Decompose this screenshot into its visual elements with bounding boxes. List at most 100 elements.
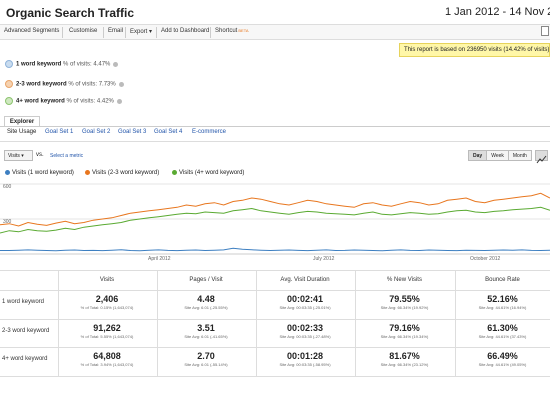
legend-label: Visits (1 word keyword) xyxy=(12,170,74,177)
add-to-dashboard-button[interactable]: Add to Dashboard xyxy=(161,28,210,34)
metric-select[interactable]: Visits ▾ xyxy=(4,150,33,161)
column-header[interactable]: Pages / Visit xyxy=(189,277,223,283)
segment-name: 4+ word keyword xyxy=(16,98,65,105)
column-divider xyxy=(256,270,257,376)
subtab-divider xyxy=(0,141,550,142)
export-button[interactable]: Export ▾ xyxy=(130,29,153,35)
metric-value: 81.67% xyxy=(389,351,420,361)
period-day-button[interactable]: Day xyxy=(469,151,488,160)
subtab-site-usage[interactable]: Site Usage xyxy=(7,129,37,135)
period-month-button[interactable]: Month xyxy=(508,151,531,160)
segment-pct: % of visits: 7.73% xyxy=(68,81,116,88)
metric-value: 79.55% xyxy=(389,294,420,304)
metric-value: 61.30% xyxy=(487,323,518,333)
metric-cell: 81.67% Site Avg: 66.34% (23.12%) xyxy=(355,351,454,367)
legend-label: Visits (4+ word keyword) xyxy=(179,170,245,177)
metric-value: 2,406 xyxy=(95,294,119,304)
page-title: Organic Search Traffic xyxy=(6,6,135,20)
subtab-goal-set-4[interactable]: Goal Set 4 xyxy=(154,129,183,135)
x-tick-label: July 2012 xyxy=(313,256,335,262)
table-header-row: Visits Pages / Visit Avg. Visit Duration % … xyxy=(0,270,550,290)
legend-dot xyxy=(5,170,10,175)
metric-cell: 64,808% of Total: 3.94% (1,643,074) xyxy=(58,351,156,367)
checkbox-icon[interactable] xyxy=(541,26,549,36)
toolbar-divider xyxy=(156,27,157,38)
segment-pct: % of visits: 4.42% xyxy=(66,98,114,105)
metric-value: 00:01:28 xyxy=(286,351,324,361)
metric-comparison: Site Avg: 44.61% (49.05%) xyxy=(478,362,527,367)
table-divider xyxy=(0,270,550,271)
info-icon[interactable] xyxy=(118,81,124,87)
report-toolbar: Advanced Segments Customise Email Export… xyxy=(0,24,550,40)
column-header[interactable]: Bounce Rate xyxy=(485,277,520,283)
segment-2-3-word[interactable]: 2-3 word keyword % of visits: 7.73% xyxy=(5,80,124,92)
legend-dot xyxy=(85,170,90,175)
metric-value: 52.16% xyxy=(487,294,518,304)
period-week-button[interactable]: Week xyxy=(487,151,509,160)
table-row: 1 word keyword 2,406% of Total: 0.15% (1,… xyxy=(0,290,550,318)
metric-comparison: Site Avg: 00:03:35 (-27.48%) xyxy=(279,334,331,339)
subtab-goal-set-3[interactable]: Goal Set 3 xyxy=(118,129,147,135)
advanced-segments-button[interactable]: Advanced Segments xyxy=(4,28,60,34)
column-divider xyxy=(157,270,158,376)
metric-cell: 79.16% Site Avg: 66.34% (19.34%) xyxy=(355,323,454,339)
segment-pct: % of visits: 4.47% xyxy=(63,61,111,68)
metric-cell: 00:02:33 Site Avg: 00:03:35 (-27.48%) xyxy=(256,323,354,339)
subtab-ecommerce[interactable]: E-commerce xyxy=(192,129,227,135)
segment-name: 2-3 word keyword xyxy=(16,81,67,88)
info-icon[interactable] xyxy=(116,98,122,104)
segment-color-dot xyxy=(5,60,13,68)
select-metric-link[interactable]: Select a metric xyxy=(50,153,84,159)
metric-cell: 79.55% Site Avg: 66.34% (19.92%) xyxy=(355,294,454,310)
column-divider xyxy=(355,270,356,376)
subtab-goal-set-1[interactable]: Goal Set 1 xyxy=(45,129,74,135)
metric-comparison: Site Avg: 44.61% (16.94%) xyxy=(478,305,527,310)
metric-value: 2.70 xyxy=(197,351,215,361)
metric-cell: 52.16% Site Avg: 44.61% (16.94%) xyxy=(455,294,550,310)
beta-badge: BETA xyxy=(238,28,249,33)
metric-comparison: % of Total: 0.15% (1,643,074) xyxy=(80,305,134,310)
subtab-goal-set-2[interactable]: Goal Set 2 xyxy=(82,129,111,135)
shortcut-button[interactable]: ShortcutBETA xyxy=(215,28,249,34)
toolbar-divider xyxy=(125,27,126,38)
table-row: 2-3 word keyword 91,262% of Total: 5.55% … xyxy=(0,319,550,347)
date-range-picker[interactable]: 1 Jan 2012 - 14 Nov 2012 xyxy=(445,6,550,18)
metric-comparison: Site Avg: 00:03:35 (-25.01%) xyxy=(279,305,331,310)
toolbar-divider xyxy=(210,27,211,38)
row-label: 2-3 word keyword xyxy=(2,328,50,334)
metric-cell: 4.48 Site Avg: 6.01 (-25.55%) xyxy=(157,294,255,310)
toolbar-divider xyxy=(62,27,63,38)
metric-comparison: Site Avg: 6.01 (-41.65%) xyxy=(184,334,228,339)
metric-value: 91,262 xyxy=(93,323,121,333)
table-divider xyxy=(0,290,550,291)
shortcut-label: Shortcut xyxy=(215,28,238,34)
series-line-2 xyxy=(0,192,550,227)
metric-value: 00:02:41 xyxy=(286,294,324,304)
info-icon[interactable] xyxy=(113,61,119,67)
email-button[interactable]: Email xyxy=(108,28,124,34)
metric-comparison: Site Avg: 6.01 (-55.14%) xyxy=(184,362,228,367)
line-chart-icon[interactable] xyxy=(535,150,548,164)
legend-item-1-word: Visits (1 word keyword) xyxy=(5,170,74,176)
metric-value: 66.49% xyxy=(487,351,518,361)
customise-button[interactable]: Customise xyxy=(69,28,98,34)
metric-cell: 61.30% Site Avg: 44.61% (37.43%) xyxy=(455,323,550,339)
segment-1-word[interactable]: 1 word keyword % of visits: 4.47% xyxy=(5,60,119,72)
metric-cell: 91,262% of Total: 5.55% (1,643,074) xyxy=(58,323,156,339)
metric-comparison: Site Avg: 00:03:35 (-58.95%) xyxy=(279,362,331,367)
column-header[interactable]: % New Visits xyxy=(387,277,422,283)
vs-label: vs. xyxy=(36,152,44,158)
metric-value: 79.16% xyxy=(389,323,420,333)
sampling-notice: This report is based on 236950 visits (1… xyxy=(399,43,550,57)
column-header[interactable]: Avg. Visit Duration xyxy=(280,277,330,283)
metric-comparison: % of Total: 5.55% (1,643,074) xyxy=(80,334,134,339)
metric-comparison: % of Total: 3.94% (1,643,074) xyxy=(80,362,134,367)
column-header[interactable]: Visits xyxy=(99,277,115,283)
segment-4-plus-word[interactable]: 4+ word keyword % of visits: 4.42% xyxy=(5,97,122,109)
metric-value: 4.48 xyxy=(197,294,215,304)
y-tick-label: 300 xyxy=(3,219,12,225)
legend-item-2-3-word: Visits (2-3 word keyword) xyxy=(85,170,159,176)
metric-value: 3.51 xyxy=(197,323,215,333)
x-tick-label: October 2012 xyxy=(470,256,501,262)
metric-value: 64,808 xyxy=(93,351,121,361)
